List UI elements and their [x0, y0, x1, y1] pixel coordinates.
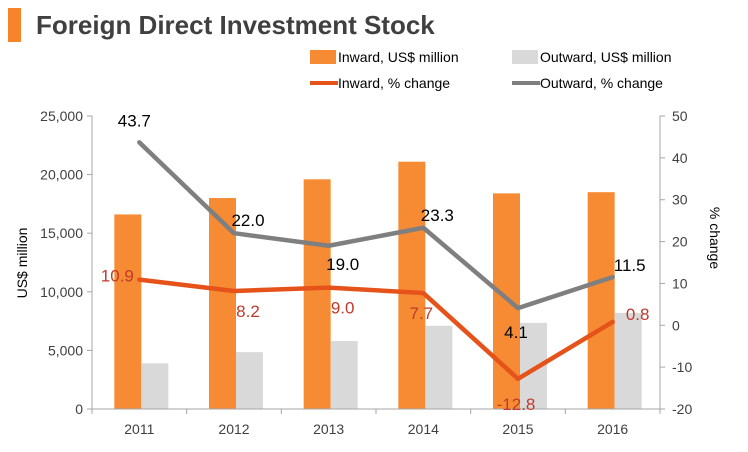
legend-label-inward-us-million: Inward, US$ million — [338, 49, 459, 65]
label-inward-pct: 9.0 — [331, 299, 355, 318]
legend-label-outward-change: Outward, % change — [540, 75, 663, 91]
label-inward-pct: 7.7 — [410, 304, 434, 323]
label-outward-pct: 22.0 — [231, 211, 264, 230]
label-outward-pct: 11.5 — [614, 256, 646, 275]
right-tick-label: -20 — [672, 401, 692, 417]
right-tick-label: 20 — [672, 234, 688, 250]
bar-outward-2011 — [141, 363, 169, 409]
label-inward-pct: -12.8 — [497, 395, 536, 414]
label-outward-pct: 43.7 — [118, 111, 151, 130]
label-inward-pct: 8.2 — [236, 302, 260, 321]
right-tick-label: 50 — [672, 108, 688, 124]
x-tick-label: 2012 — [218, 421, 249, 437]
bar-outward-2016 — [614, 312, 642, 409]
x-tick-label: 2014 — [408, 421, 439, 437]
right-tick-label: 0 — [672, 317, 680, 333]
legend-label-inward-change: Inward, % change — [338, 75, 450, 91]
x-tick-label: 2015 — [502, 421, 533, 437]
right-tick-label: 30 — [672, 192, 688, 208]
left-tick-label: 5,000 — [48, 342, 83, 358]
label-inward-pct: 0.8 — [626, 305, 650, 324]
right-tick-label: -10 — [672, 359, 692, 375]
right-tick-label: 10 — [672, 275, 688, 291]
label-inward-pct: 10.9 — [101, 267, 134, 286]
bar-outward-2012 — [236, 352, 263, 409]
x-tick-label: 2011 — [124, 421, 154, 437]
right-axis-title: % change — [707, 207, 723, 269]
x-tick-label: 2016 — [597, 421, 628, 437]
chart-title: Foreign Direct Investment Stock — [36, 10, 435, 40]
label-outward-pct: 4.1 — [504, 323, 528, 342]
bar-inward-2016 — [587, 192, 615, 409]
bar-inward-2013 — [303, 179, 331, 409]
right-tick-label: 40 — [672, 150, 688, 166]
left-tick-label: 0 — [75, 401, 83, 417]
bar-inward-2014 — [398, 161, 426, 409]
line-inward-pct — [137, 277, 615, 382]
left-tick-label: 10,000 — [40, 284, 83, 300]
left-axis-title: US$ million — [14, 228, 30, 299]
left-tick-label: 25,000 — [40, 108, 83, 124]
legend-label-outward-us-million: Outward, US$ million — [540, 49, 672, 65]
bar-outward-2013 — [330, 341, 358, 409]
left-tick-label: 15,000 — [40, 225, 83, 241]
line-outward-pct — [137, 140, 615, 311]
label-outward-pct: 23.3 — [421, 206, 454, 225]
bar-outward-2014 — [425, 325, 453, 409]
bar-inward-2011 — [114, 214, 142, 409]
legend-swatch-outward-us-million — [512, 50, 538, 64]
x-tick-label: 2013 — [313, 421, 344, 437]
title-accent-bar — [8, 8, 21, 42]
left-tick-label: 20,000 — [40, 167, 83, 183]
label-outward-pct: 19.0 — [326, 255, 359, 274]
legend-swatch-inward-us-million — [310, 50, 336, 64]
